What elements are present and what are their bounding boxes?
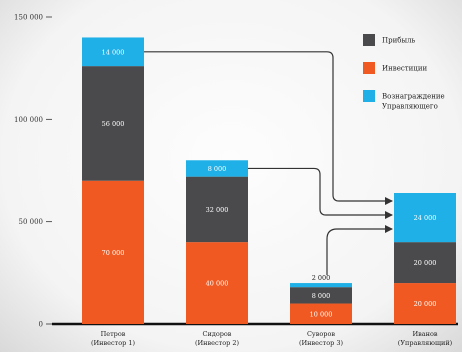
x-tick-label: Суворов bbox=[307, 330, 335, 338]
bar-segment bbox=[186, 242, 248, 324]
bar-segment bbox=[82, 180, 144, 324]
data-label: 2 000 bbox=[312, 274, 331, 282]
x-tick-label: Сидоров bbox=[203, 330, 232, 338]
bar-segment bbox=[186, 176, 248, 243]
bar-segment bbox=[290, 303, 352, 324]
legend-label: Управляющего bbox=[382, 103, 438, 111]
data-label: 32 000 bbox=[206, 206, 229, 214]
legend-swatch bbox=[363, 90, 375, 102]
legend-swatch bbox=[363, 34, 375, 46]
bar-segment bbox=[186, 160, 248, 177]
bar-segment bbox=[394, 193, 456, 243]
data-label: 56 000 bbox=[102, 120, 125, 128]
bar-segment bbox=[394, 283, 456, 324]
data-label: 24 000 bbox=[414, 214, 437, 222]
legend-swatch bbox=[363, 62, 375, 74]
arrows bbox=[144, 51, 393, 276]
flow-arrow bbox=[326, 225, 393, 276]
bar-segment bbox=[394, 242, 456, 284]
y-tick-label: 150 000 bbox=[14, 14, 43, 22]
data-label: 20 000 bbox=[414, 259, 437, 267]
data-label: 20 000 bbox=[414, 300, 437, 308]
legend-label: Вознаграждение bbox=[382, 93, 445, 101]
x-tick-label: Петров bbox=[101, 330, 126, 338]
data-label: 14 000 bbox=[102, 48, 125, 56]
y-tick-label: 100 000 bbox=[14, 116, 43, 124]
value-labels: 70 000 56 000 14 000 40 000 32 000 8 000 10 00… bbox=[91, 48, 453, 347]
y-tick-label: 0 bbox=[39, 321, 43, 329]
bar-segment bbox=[290, 287, 352, 304]
data-label: 40 000 bbox=[206, 280, 229, 288]
data-label: 8 000 bbox=[208, 165, 227, 173]
x-tick-label: (Управляющий) bbox=[398, 339, 453, 347]
x-tick-label: Иванов bbox=[412, 330, 437, 338]
legend-label: Прибыль bbox=[382, 37, 415, 45]
x-tick-label: (Инвестор 1) bbox=[91, 339, 136, 347]
y-tick-label: 50 000 bbox=[19, 218, 44, 226]
data-label: 8 000 bbox=[312, 292, 331, 300]
x-tick-label: (Инвестор 2) bbox=[195, 339, 240, 347]
x-tick-label: (Инвестор 3) bbox=[299, 339, 344, 347]
bar-segment bbox=[82, 37, 144, 67]
legend: Прибыль Инвестиции Вознаграждение Управляющ… bbox=[363, 34, 445, 111]
bar-segment bbox=[290, 283, 352, 288]
flow-arrow bbox=[248, 167, 393, 220]
data-label: 70 000 bbox=[102, 249, 125, 257]
legend-label: Инвестиции bbox=[382, 65, 427, 73]
bars bbox=[82, 37, 456, 324]
flow-arrow bbox=[144, 51, 393, 206]
bar-segment bbox=[82, 66, 144, 181]
data-label: 10 000 bbox=[310, 310, 333, 318]
